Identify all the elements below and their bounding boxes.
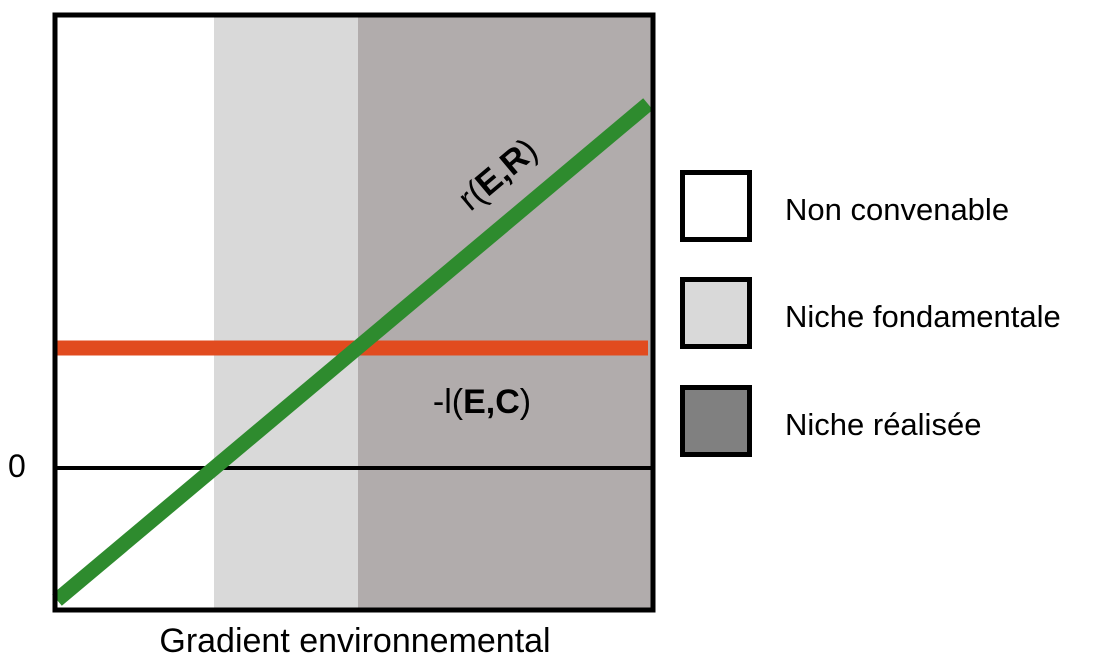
legend-item-non-convenable: Non convenable — [680, 170, 1100, 250]
legend-swatch-non-convenable — [680, 170, 752, 242]
loss-label-args: E,C — [463, 383, 520, 421]
loss-label-close: ) — [520, 383, 531, 421]
legend-item-niche-realisee: Niche réalisée — [680, 385, 1100, 465]
x-axis-label: Gradient environnemental — [159, 622, 551, 660]
legend-item-niche-fondamentale: Niche fondamentale — [680, 277, 1100, 357]
loss-curve-label: -l(E,C) — [433, 383, 531, 421]
legend-label-non-convenable: Non convenable — [785, 192, 1010, 227]
zone-niche-fondamentale — [214, 15, 358, 610]
zone-non-convenable — [55, 15, 214, 610]
legend-swatch-niche-fondamentale — [680, 277, 752, 349]
legend-label-niche-realisee: Niche réalisée — [785, 407, 982, 442]
loss-label-prefix: -l( — [433, 383, 464, 421]
plot-frame — [52, 12, 656, 613]
legend-swatch-niche-realisee — [680, 385, 752, 457]
growth-line — [52, 98, 653, 606]
legend-label-niche-fondamentale: Niche fondamentale — [785, 299, 1061, 334]
zero-label: 0 — [8, 448, 26, 484]
